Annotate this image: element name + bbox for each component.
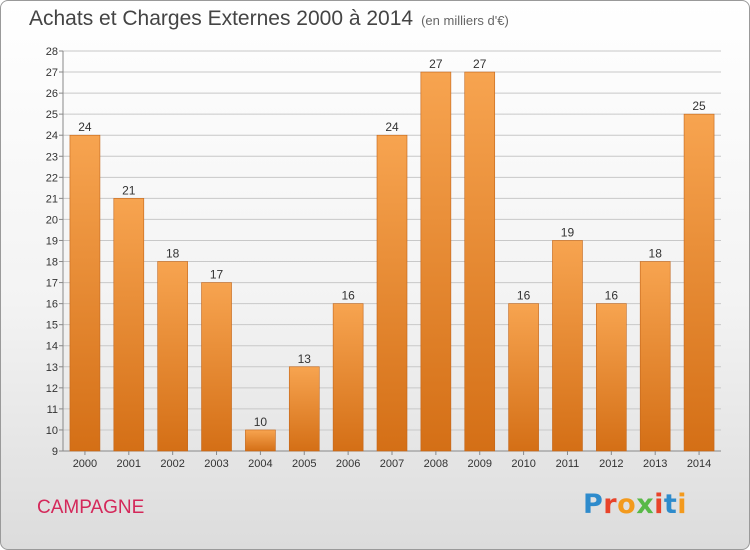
y-tick-label: 23 (46, 151, 58, 163)
y-axis-ticks: 9 10 11 12 13 14 15 16 17 18 19 20 21 22 23 24 25 26 27 28 (46, 46, 721, 458)
y-tick-label: 16 (46, 299, 58, 311)
y-tick-label: 14 (46, 341, 58, 353)
x-axis-ticks: 2000 2001 2002 2003 2004 2005 2006 2007 2008 2009… (73, 451, 711, 470)
chart-title: Achats et Charges Externes 2000 à 2014 (e… (29, 7, 509, 31)
y-tick-label: 13 (46, 362, 58, 374)
unit-note: (en milliers d'€) (421, 13, 509, 28)
bars (69, 71, 715, 452)
proxiti-logo[interactable]: Proxiti (583, 489, 687, 520)
logo-letter: t (663, 489, 678, 520)
bar-2007 (376, 134, 408, 452)
bar-value-label: 16 (341, 289, 355, 303)
y-tick-label: 15 (46, 320, 58, 332)
y-tick-label: 22 (46, 172, 58, 184)
bar-2013 (639, 261, 671, 452)
bar-2005 (288, 366, 320, 452)
bar-2014 (683, 113, 715, 452)
bar-value-label: 10 (254, 415, 268, 429)
x-tick-label: 2003 (204, 458, 228, 470)
logo-letter: i (654, 489, 664, 520)
x-tick-label: 2005 (292, 458, 316, 470)
y-tick-label: 19 (46, 235, 58, 247)
bar-2003 (201, 282, 232, 452)
bar-value-labels: 24 21 18 17 10 13 16 24 27 27 16 19 16 18 25 (78, 57, 706, 429)
bar-value-label: 18 (649, 247, 663, 261)
bar-value-label: 16 (605, 289, 619, 303)
bar-2008 (420, 71, 452, 452)
y-tick-label: 10 (46, 425, 58, 437)
bar-value-label: 25 (692, 99, 706, 113)
bar-value-label: 18 (166, 247, 180, 261)
y-tick-label: 18 (46, 257, 58, 269)
x-tick-label: 2010 (511, 458, 535, 470)
bar-value-label: 19 (561, 225, 575, 239)
commune-name: CAMPAGNE (37, 497, 145, 518)
x-tick-label: 2006 (336, 458, 360, 470)
bar-2001 (113, 198, 145, 452)
y-tick-label: 24 (46, 130, 58, 142)
bar-2010 (508, 303, 539, 452)
bar-value-label: 13 (298, 352, 312, 366)
x-tick-label: 2008 (424, 458, 448, 470)
logo-letter: o (617, 489, 637, 520)
logo-letter: r (603, 489, 618, 520)
x-tick-label: 2013 (643, 458, 667, 470)
x-tick-label: 2014 (687, 458, 711, 470)
bar-2012 (596, 303, 627, 452)
title-text: Achats et Charges Externes 2000 à 2014 (29, 7, 414, 30)
bar-value-label: 16 (517, 289, 531, 303)
bar-2011 (552, 240, 583, 452)
y-tick-label: 25 (46, 109, 58, 121)
logo-letter: P (583, 489, 604, 520)
bar-value-label: 27 (473, 57, 487, 71)
x-tick-label: 2002 (160, 458, 184, 470)
y-tick-label: 11 (47, 404, 58, 416)
bar-value-label: 21 (122, 183, 136, 197)
y-tick-label: 21 (46, 193, 58, 205)
y-tick-label: 27 (46, 67, 58, 79)
y-tick-label: 9 (52, 446, 58, 458)
bar-2000 (69, 134, 101, 452)
logo-letter: i (677, 489, 688, 520)
bar-value-label: 24 (385, 120, 399, 134)
y-tick-label: 28 (46, 46, 58, 58)
y-tick-label: 17 (46, 278, 58, 290)
x-tick-label: 2007 (380, 458, 404, 470)
x-tick-label: 2009 (467, 458, 491, 470)
y-tick-label: 26 (46, 88, 58, 100)
x-tick-label: 2004 (248, 458, 272, 470)
x-tick-label: 2000 (73, 458, 97, 470)
y-tick-label: 20 (46, 214, 58, 226)
bar-value-label: 24 (78, 120, 92, 134)
bar-value-label: 27 (429, 57, 443, 71)
y-tick-label: 12 (46, 383, 58, 395)
x-tick-label: 2012 (599, 458, 623, 470)
logo-letter: x (636, 489, 655, 520)
bar-2006 (332, 303, 364, 452)
bar-2004 (245, 429, 276, 452)
bar-2009 (464, 71, 496, 452)
bar-2002 (157, 261, 188, 452)
x-tick-label: 2001 (117, 458, 141, 470)
x-tick-label: 2011 (556, 458, 580, 470)
bar-value-label: 17 (210, 268, 224, 282)
